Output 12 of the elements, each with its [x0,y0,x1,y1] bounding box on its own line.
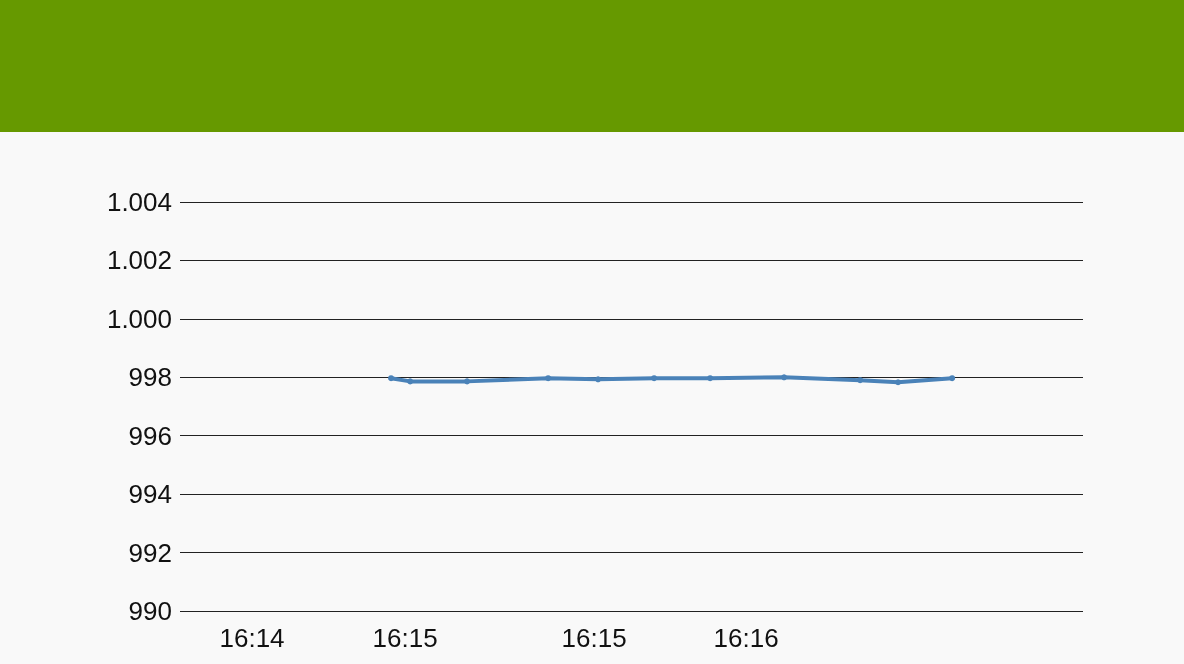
x-tick-label: 16:15 [372,623,438,653]
x-tick-label: 16:15 [561,623,627,653]
y-tick-label: 1.004 [106,187,172,217]
y-tick-label: 996 [128,420,172,451]
x-tick-label: 16:16 [713,623,779,653]
y-tick-label: 998 [128,362,172,393]
y-tick-label: 1.002 [106,245,172,276]
y-tick-label: 994 [128,479,172,510]
y-tick-label: 1.000 [106,303,172,334]
y-tick-label: 992 [128,537,172,568]
y-tick-label: 990 [128,596,172,626]
x-tick-label: 16:14 [219,623,285,653]
